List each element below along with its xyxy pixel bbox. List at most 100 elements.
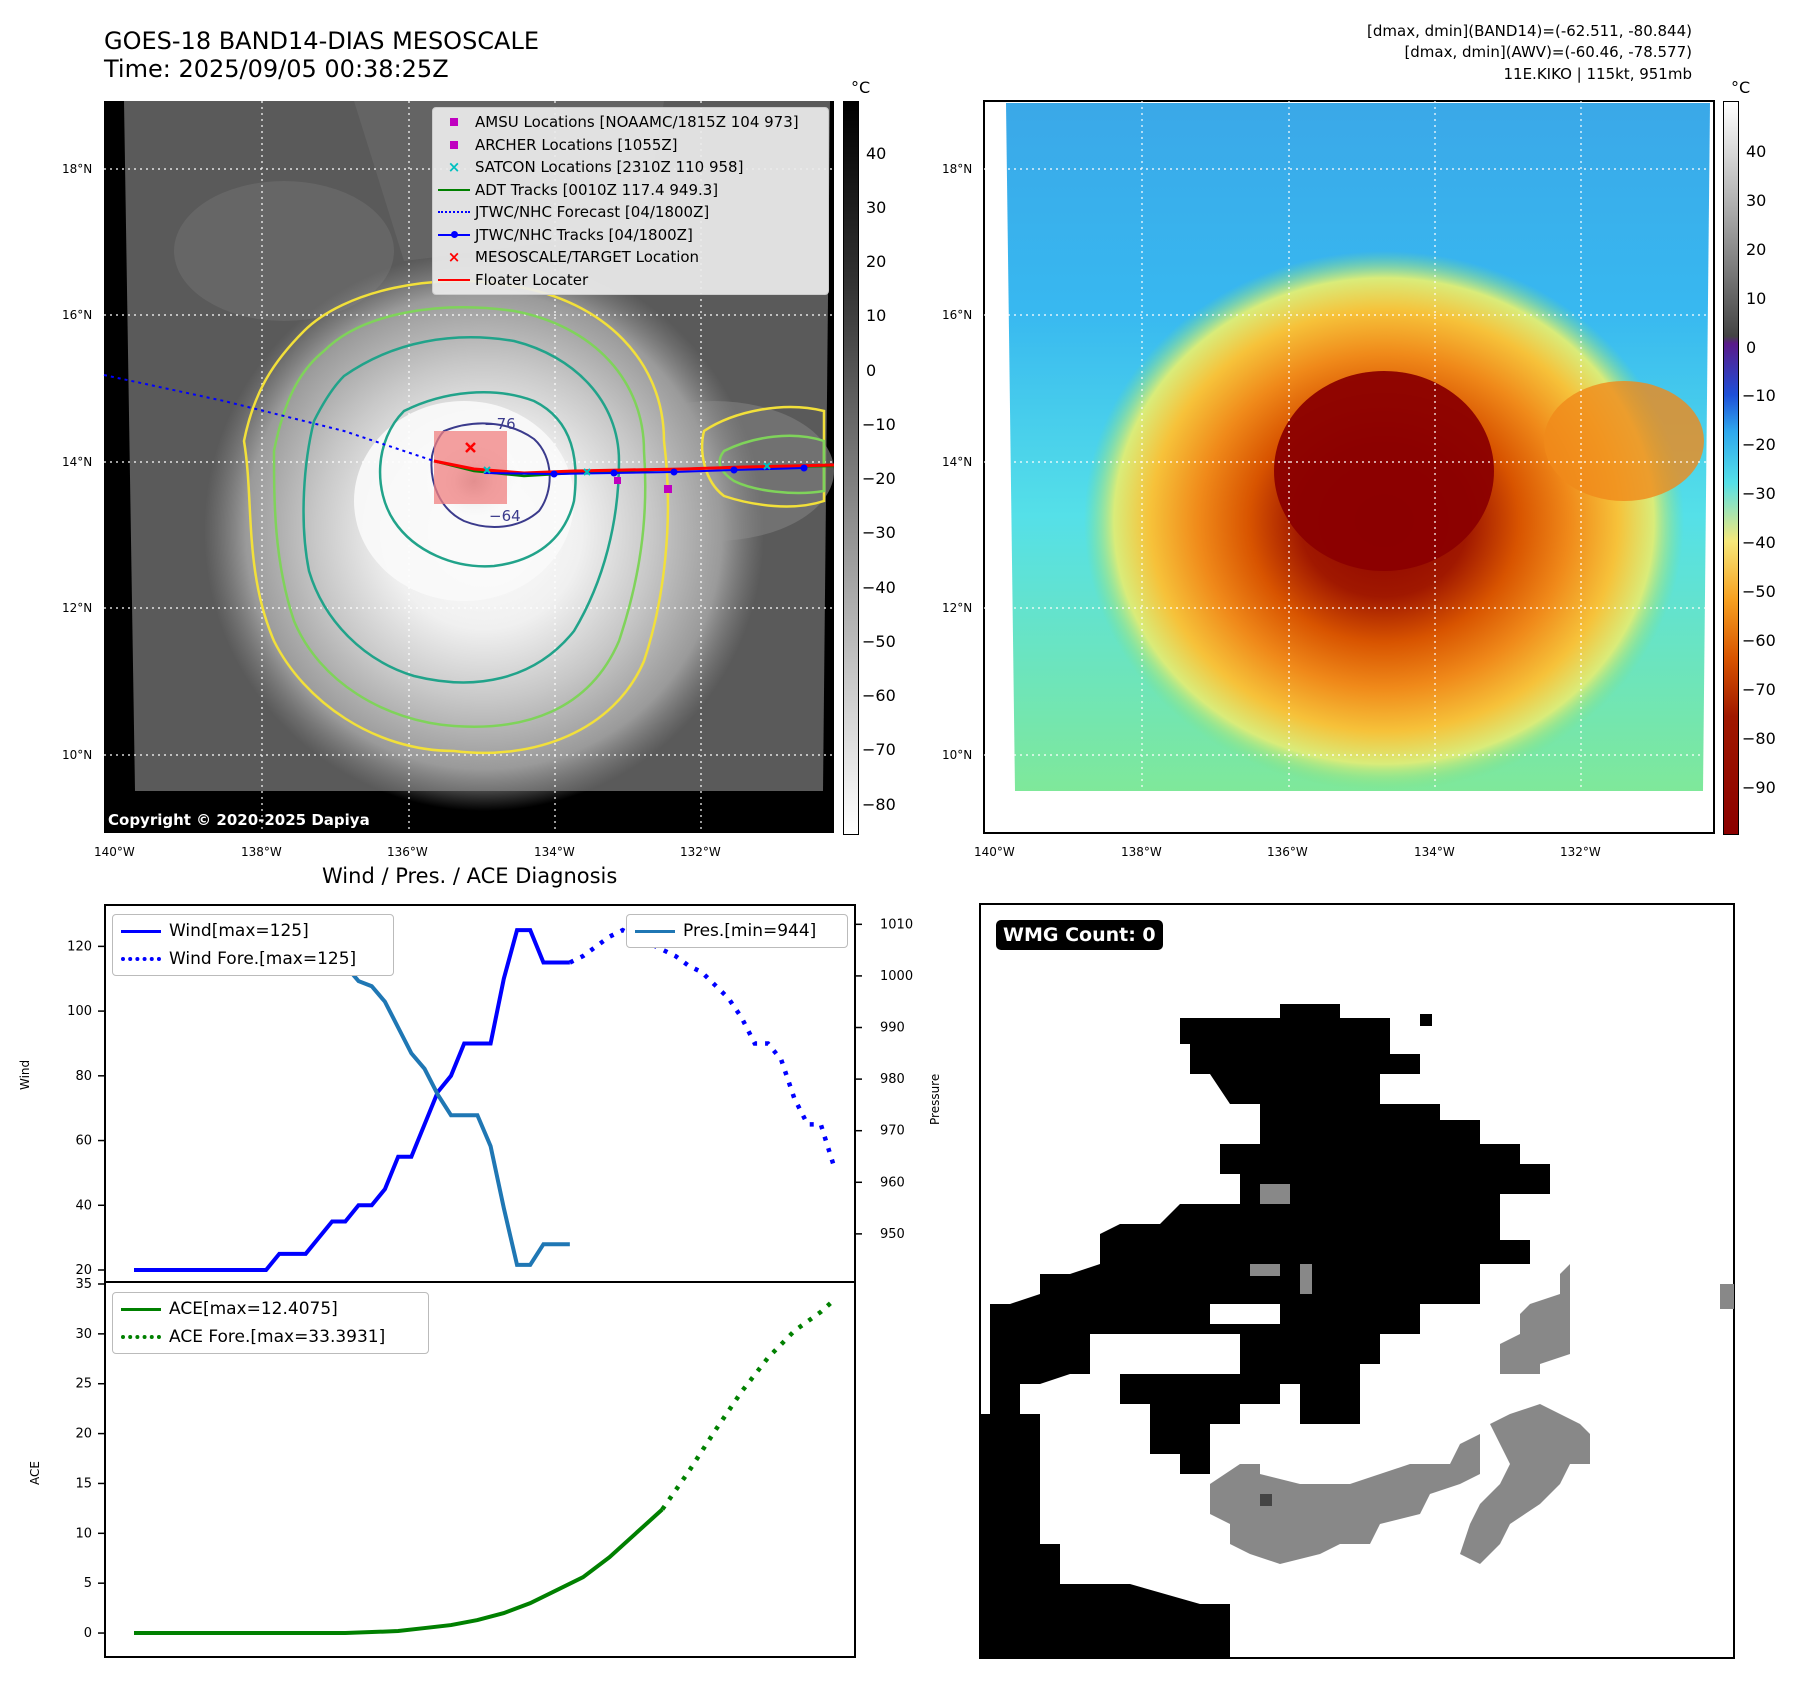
ace-ytick-label: 20 <box>75 1427 92 1442</box>
wind-ytick-label: 60 <box>75 1134 92 1149</box>
line-icon <box>438 188 470 191</box>
legend-forecast: JTWC/NHC Forecast [04/1800Z] <box>433 201 828 224</box>
colorbar-tick: −40 <box>862 578 896 597</box>
wind-ytick-label: 20 <box>75 1263 92 1278</box>
lat-label: 12°N <box>62 601 93 615</box>
lat-label: 18°N <box>942 162 973 176</box>
colorbar-tick: −80 <box>1742 729 1776 748</box>
legend-floater: Floater Locater <box>433 269 828 292</box>
colorbar-color <box>1723 101 1739 835</box>
stats-awv: [dmax, dmin](AWV)=(-60.46, -78.577) <box>1404 43 1692 61</box>
series-line-1 <box>568 927 837 1168</box>
colorbar-gray <box>843 101 859 835</box>
x-icon: × <box>447 158 461 177</box>
legend-tracks: JTWC/NHC Tracks [04/1800Z] <box>433 224 828 247</box>
temperature-contours <box>242 279 826 755</box>
x-icon: × <box>447 248 461 267</box>
wind-ytick-label: 100 <box>67 1004 92 1019</box>
ace-ytick-label: 30 <box>75 1327 92 1342</box>
lat-label: 16°N <box>942 308 973 322</box>
colorbar-tick: 20 <box>866 252 887 271</box>
legend-ace: ACE[max=12.4075] <box>113 1295 428 1323</box>
wmg-dark-pixel <box>1260 1494 1272 1506</box>
diagnosis-title: Wind / Pres. / ACE Diagnosis <box>322 864 618 888</box>
ace-series-line-0 <box>134 1507 664 1636</box>
wmg-gray-region <box>1210 1184 1734 1564</box>
ace-ytick-label: 35 <box>75 1277 92 1292</box>
square-icon <box>450 118 458 127</box>
amsu-points <box>614 477 672 493</box>
colorbar-tick: −60 <box>862 686 896 705</box>
colorbar-tick: −30 <box>1742 484 1776 503</box>
satcon-points <box>483 462 771 476</box>
dotted-line-icon <box>438 211 470 214</box>
colorbar-tick: 30 <box>1746 191 1767 210</box>
storm-info: 11E.KIKO | 115kt, 951mb <box>1503 65 1692 83</box>
lat-label: 16°N <box>62 308 93 322</box>
wind-ytick-label: 120 <box>67 939 92 954</box>
line-icon <box>635 929 675 933</box>
pressure-legend: Pres.[min=944] <box>626 914 848 948</box>
lat-label: 18°N <box>62 162 93 176</box>
lat-label: 12°N <box>942 601 973 615</box>
forecast-track <box>103 374 435 462</box>
ace-axis-label: ACE <box>28 1461 42 1485</box>
contour-teal-inner <box>378 391 577 568</box>
ace-ytick-label: 10 <box>75 1526 92 1541</box>
colorbar-tick: −70 <box>862 740 896 759</box>
legend-archer: ARCHER Locations [1055Z] <box>433 134 828 157</box>
lon-label: 134°W <box>534 845 575 859</box>
contour-teal <box>302 336 621 684</box>
legend-amsu: AMSU Locations [NOAAMC/1815Z 104 973] <box>433 111 828 134</box>
legend-satcon: × SATCON Locations [2310Z 110 958] <box>433 156 828 179</box>
colorbar-tick: −10 <box>862 415 896 434</box>
colorbar-tick: −90 <box>1742 778 1776 797</box>
ace-ytick-label: 0 <box>84 1626 92 1641</box>
wind-legend: Wind[max=125] Wind Fore.[max=125] <box>112 914 394 976</box>
colorbar-tick: −50 <box>1742 582 1776 601</box>
lat-label: 10°N <box>62 748 93 762</box>
chart-time: Time: 2025/09/05 00:38:25Z <box>104 55 449 83</box>
awv-map <box>983 100 1715 834</box>
colorbar-tick: −50 <box>862 632 896 651</box>
best-track-points <box>550 464 808 478</box>
legend-ace-fore: ACE Fore.[max=33.3931] <box>113 1323 428 1351</box>
colorbar-tick: −10 <box>1742 386 1776 405</box>
lat-label: 14°N <box>942 455 973 469</box>
legend-target: × MESOSCALE/TARGET Location <box>433 246 828 269</box>
colorbar-unit: °C <box>851 78 871 97</box>
colorbar-tick: −20 <box>862 469 896 488</box>
best-track <box>483 467 805 476</box>
pressure-ytick-label: 970 <box>880 1124 905 1139</box>
contour-label-76: −76 <box>484 415 516 433</box>
pressure-ytick-label: 1010 <box>880 917 913 932</box>
legend-wind-fore: Wind Fore.[max=125] <box>113 945 393 973</box>
pressure-ytick-label: 980 <box>880 1072 905 1087</box>
wmg-black-region <box>980 1004 1550 1658</box>
chart-divider <box>104 1281 856 1283</box>
wind-ytick-label: 40 <box>75 1198 92 1213</box>
legend-adt: ADT Tracks [0010Z 117.4 949.3] <box>433 179 828 202</box>
contour-yellow-east <box>700 405 826 508</box>
pressure-axis-label: Pressure <box>928 1073 942 1125</box>
lon-label: 140°W <box>974 845 1015 859</box>
pressure-ytick-label: 960 <box>880 1175 905 1190</box>
line-dot-icon <box>438 230 470 238</box>
ace-series-line-1 <box>660 1298 836 1511</box>
map-gridlines <box>984 101 1714 833</box>
line-icon <box>121 1307 161 1311</box>
colorbar-tick: 0 <box>1746 338 1757 357</box>
line-icon <box>121 929 161 933</box>
target-marker <box>465 442 476 453</box>
dotted-line-icon <box>121 957 161 961</box>
colorbar-tick: 20 <box>1746 240 1767 259</box>
colorbar-tick: 40 <box>866 144 887 163</box>
lat-label: 10°N <box>942 748 973 762</box>
colorbar-tick: −70 <box>1742 680 1776 699</box>
series-line-0 <box>134 928 570 1272</box>
ace-ytick-label: 15 <box>75 1476 92 1491</box>
chart-title: GOES-18 BAND14-DIAS MESOSCALE <box>104 27 540 55</box>
pressure-ytick-label: 1000 <box>880 969 913 984</box>
colorbar-tick: 10 <box>1746 289 1767 308</box>
square-icon <box>450 140 458 149</box>
